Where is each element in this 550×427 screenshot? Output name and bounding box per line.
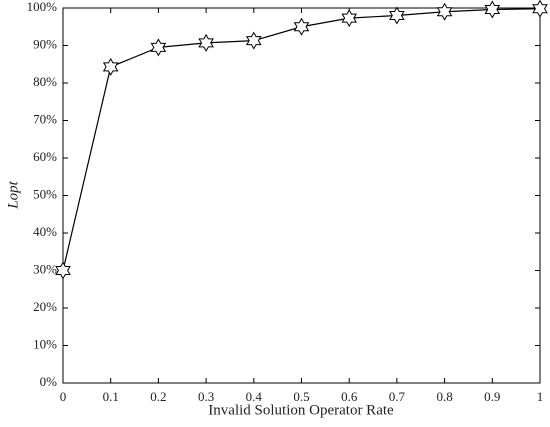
x-tick-label: 0.2 (150, 389, 166, 404)
marker (389, 6, 405, 25)
y-tick-label: 40% (33, 224, 57, 239)
x-tick-label: 0.9 (484, 389, 500, 404)
marker (341, 9, 358, 28)
marker (484, 0, 501, 19)
x-tick-label: 0.6 (341, 389, 358, 404)
marker (150, 38, 167, 57)
y-tick-label: 80% (33, 74, 57, 89)
x-tick-label: 0.4 (246, 389, 263, 404)
y-tick-label: 50% (33, 186, 57, 201)
y-tick-label: 90% (33, 36, 57, 51)
plot-frame (62, 7, 541, 384)
x-tick-label: 0.7 (389, 389, 406, 404)
x-tick-label: 0.3 (198, 389, 214, 404)
marker (245, 31, 262, 50)
x-tick-label: 1 (537, 389, 544, 404)
y-tick-label: 10% (33, 336, 57, 351)
x-tick-label: 0.5 (293, 389, 309, 404)
y-tick-label: 0% (40, 374, 58, 389)
y-tick-label: 100% (27, 0, 58, 14)
marker (532, 0, 548, 18)
x-axis-label: Invalid Solution Operator Rate (208, 402, 394, 418)
y-axis-label: Lopt (5, 180, 21, 209)
marker (55, 261, 71, 280)
y-tick-label: 60% (33, 149, 57, 164)
marker (102, 57, 119, 76)
x-tick-label: 0.1 (103, 389, 119, 404)
x-tick-label: 0 (60, 389, 67, 404)
marker (293, 17, 310, 36)
marker (198, 33, 214, 52)
y-tick-label: 30% (33, 261, 57, 276)
series-line (62, 8, 541, 271)
y-tick-label: 70% (33, 111, 57, 126)
marker (436, 2, 453, 21)
x-tick-label: 0.8 (436, 389, 452, 404)
y-tick-label: 20% (33, 299, 57, 314)
